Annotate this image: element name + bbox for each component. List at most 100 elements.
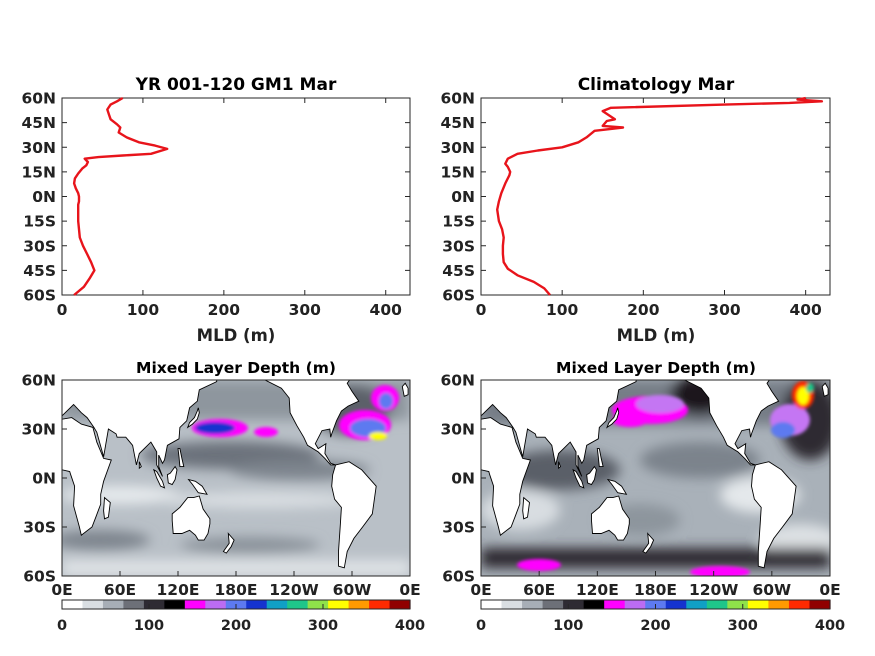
landmass [751,461,797,569]
colorbar-segment [287,600,309,609]
lat-tick-label: 60N [21,372,56,390]
colorbar-segment [747,600,770,609]
landmass [62,380,218,477]
colorbar: 0 100 200 300 400 [57,599,425,634]
colorbar-tick-label: 400 [395,618,425,634]
mld-profile-line [496,96,824,296]
landmass [166,465,178,486]
landmass [171,495,211,541]
x-tick-label: 200 [627,301,660,319]
lon-tick-label: 0E [819,581,840,599]
colorbar-tick-label: 100 [553,618,583,634]
colorbar-segment [809,600,831,609]
landmass [177,448,185,468]
lat-tick-label: 0N [32,470,56,488]
colorbar-segment [266,600,288,609]
lon-tick-label: 120E [157,581,200,599]
lat-tick-label: 60S [442,568,475,586]
colorbar-segment [501,600,523,609]
landmass [642,532,655,554]
x-axis-label: MLD (m) [197,326,276,345]
lon-tick-label: 0E [51,581,72,599]
x-tick-label: 300 [708,301,741,319]
colorbar-segment [123,600,145,609]
lat-tick-label: 30S [442,519,475,537]
y-tick-label: 60S [442,287,475,305]
colorbar-segment [205,600,227,609]
colorbar: 0 100 200 300 400 [476,599,845,634]
landmass [606,478,628,495]
colorbar-segment [727,600,749,609]
colorbar-segment [768,600,790,609]
lat-axis: 60N 30N 0N 30S 60S [21,372,67,586]
colorbar-segment [389,600,411,609]
landmass [222,532,235,554]
lon-tick-label: 120W [689,581,738,599]
lon-tick-label: 0E [470,581,491,599]
colorbar-tick-label: 300 [728,618,758,634]
colorbar-segment [102,600,125,609]
landmass [522,496,530,520]
y-tick-label: 0N [32,188,56,206]
y-tick-label: 30S [442,237,475,255]
landmass [62,417,112,536]
landmass [186,407,200,429]
lat-tick-label: 30S [23,519,56,537]
colorbar-segment [706,600,728,609]
colorbar-tick-label: 0 [57,618,67,634]
model-mld-map-panel: Mixed Layer Depth (m) [21,359,425,634]
x-tick-label: 0 [476,301,487,319]
model-profile-panel: YR 001-120 GM1 Mar 60N 45N 30N 15N 0N 15S 30S 4… [21,75,411,345]
lon-tick-label: 120W [269,581,318,599]
landmass [262,380,360,466]
x-tick-label: 200 [208,301,241,319]
panel-title: Mixed Layer Depth (m) [136,359,336,377]
y-tick-label: 30N [440,139,475,157]
colorbar-segment [522,600,544,609]
coastlines [62,380,409,569]
x-tick-label: 100 [546,301,579,319]
lon-axis: 0E 60E 120E 180E 120W 60W 0E [470,571,841,599]
lat-tick-label: 60S [23,568,56,586]
climatology-profile-panel: Climatology Mar 60N45N30N15N0N15S30S45S6… [440,75,831,345]
colorbar-segment [328,600,350,609]
x-tick-label: 0 [57,301,68,319]
lat-tick-label: 60N [440,372,475,390]
colorbar-tick-label: 300 [308,618,338,634]
landmass [606,407,620,429]
panel-title: YR 001-120 GM1 Mar [135,75,337,95]
x-tick-label: 400 [370,301,403,319]
panel-title: Climatology Mar [578,75,735,95]
plot-frame [61,97,411,296]
colorbar-segment [624,600,646,609]
landmass [596,448,604,468]
plot-frame [480,97,831,296]
colorbar-segment [82,600,104,609]
lon-axis: 0E 60E 120E 180E 120W 60W 0E [51,571,421,599]
lat-axis: 60N 30N 0N 30S 60S [440,372,486,586]
lon-tick-label: 60W [752,581,791,599]
y-tick-label: 60N [21,90,56,108]
y-tick-label: 30N [21,139,56,157]
colorbar-segment [542,600,564,609]
colorbar-segment [583,600,605,609]
colorbar-segment [62,600,84,609]
x-axis: 0 100 200 300 400 [57,98,403,319]
lat-tick-label: 0N [451,470,475,488]
landmass [103,496,111,520]
colorbar-tick-label: 100 [134,618,164,634]
colorbar-tick-label: 400 [815,618,845,634]
panel-title: Mixed Layer Depth (m) [556,359,756,377]
lon-tick-label: 60E [523,581,555,599]
colorbar-tick-label: 200 [640,618,670,634]
coastlines [481,380,829,569]
colorbar-tick-label: 0 [476,618,486,634]
x-axis: 0 100 200 300 400 [476,98,822,319]
landmass [138,461,142,470]
y-axis: 60N 45N 30N 15N 0N 15S 30S 45S 60S [440,90,830,305]
landmass [821,382,829,397]
lon-tick-label: 120E [576,581,619,599]
y-tick-label: 15N [440,163,475,181]
x-axis-label: MLD (m) [617,326,696,345]
